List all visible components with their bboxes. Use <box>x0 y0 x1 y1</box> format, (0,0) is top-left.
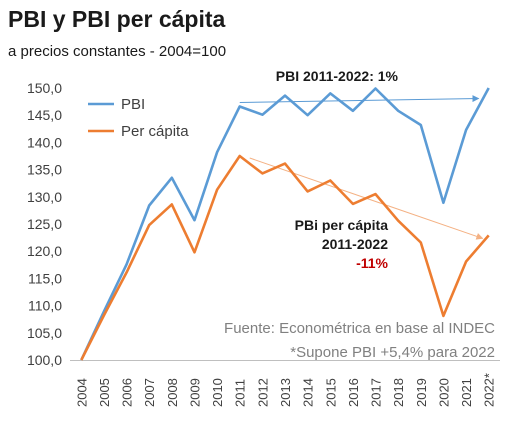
y-tick-label: 125,0 <box>27 216 62 232</box>
y-tick-label: 135,0 <box>27 162 62 178</box>
y-tick-label: 120,0 <box>27 243 62 259</box>
y-tick-label: 130,0 <box>27 189 62 205</box>
x-tick-label: 2016 <box>346 378 361 407</box>
y-tick-label: 140,0 <box>27 134 62 150</box>
x-tick-label: 2017 <box>369 378 384 407</box>
y-tick-labels: 100,0 105,0 110,0 115,0 120,0 125,0 130,0 135,0… <box>27 80 62 368</box>
x-tick-label: 2020 <box>436 378 451 407</box>
x-tick-label: 2009 <box>187 378 202 407</box>
per-capita-trend-label: PBi per cápita <box>295 217 389 233</box>
series-lines <box>80 87 490 361</box>
y-tick-label: 145,0 <box>27 107 62 123</box>
per-capita-trend-value: -11% <box>356 255 388 271</box>
per-capita-series-line <box>80 154 490 361</box>
chart-title: PBI y PBI per cápita <box>8 6 226 32</box>
annotations: PBI 2011-2022: 1% PBi per cápita 2011-2022… <box>224 68 495 361</box>
x-tick-label: 2022* <box>482 373 497 407</box>
x-tick-label: 2018 <box>391 378 406 407</box>
x-tick-label: 2010 <box>210 378 225 407</box>
y-tick-label: 150,0 <box>27 80 62 96</box>
x-tick-label: 2004 <box>74 378 89 407</box>
x-tick-labels: 2004 2005 2006 2007 2008 2009 2010 2011 2012 2013… <box>74 373 496 407</box>
x-tick-label: 2019 <box>414 378 429 407</box>
x-tick-label: 2011 <box>233 379 248 407</box>
x-tick-label: 2007 <box>142 378 157 407</box>
x-tick-label: 2014 <box>301 378 316 407</box>
legend: PBI Per cápita <box>88 96 189 140</box>
y-tick-label: 115,0 <box>28 270 62 286</box>
y-tick-label: 110,0 <box>28 298 62 314</box>
pbi-trend-label: PBI 2011-2022: 1% <box>276 68 399 84</box>
x-tick-label: 2008 <box>165 378 180 407</box>
chart-subtitle: a precios constantes - 2004=100 <box>8 43 227 60</box>
legend-label: PBI <box>121 96 145 113</box>
x-tick-label: 2005 <box>97 378 112 407</box>
per-capita-trend-period: 2011-2022 <box>322 236 388 252</box>
x-tick-label: 2021 <box>459 378 474 407</box>
x-tick-label: 2012 <box>255 378 270 407</box>
pbi-series-line <box>80 87 490 361</box>
x-tick-label: 2015 <box>323 378 338 407</box>
source-note: Fuente: Econométrica en base al INDEC <box>224 320 495 337</box>
x-tick-label: 2013 <box>278 378 293 407</box>
y-tick-label: 105,0 <box>27 325 62 341</box>
legend-label: Per cápita <box>121 123 189 140</box>
y-tick-label: 100,0 <box>27 352 62 368</box>
x-tick-label: 2006 <box>120 378 135 407</box>
assumption-note: *Supone PBI +5,4% para 2022 <box>290 344 495 361</box>
